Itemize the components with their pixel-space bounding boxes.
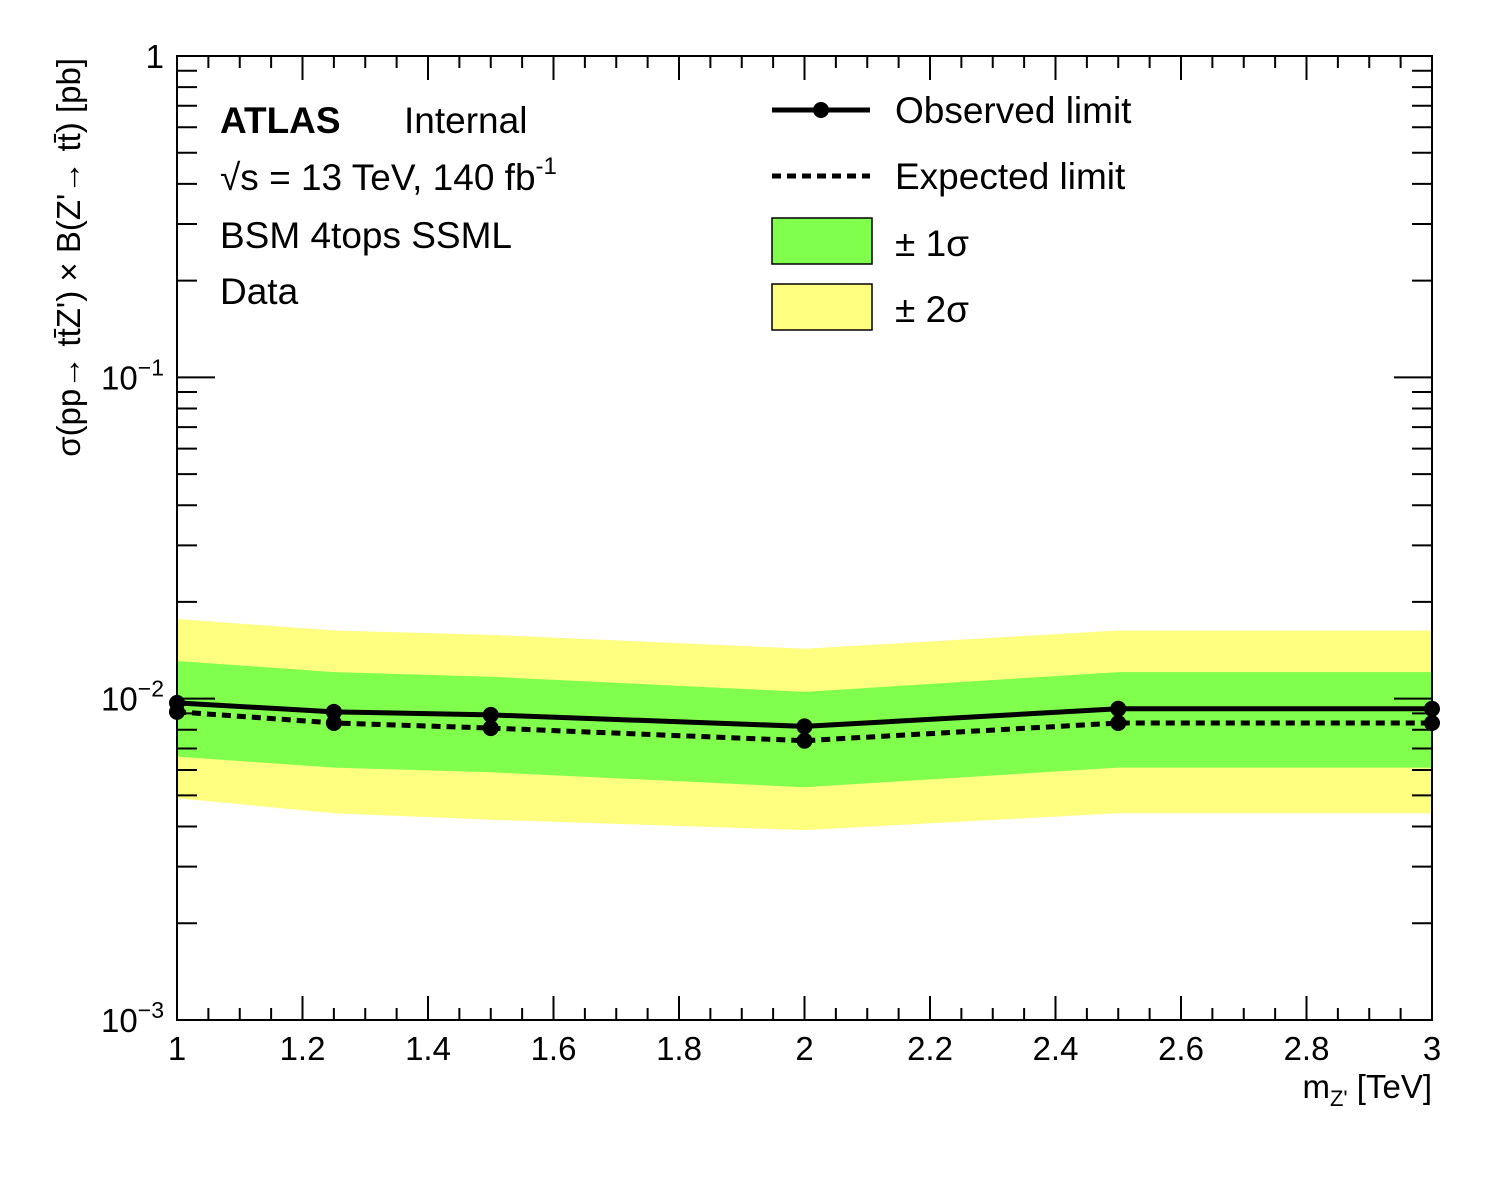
x-axis-label: mZ' [TeV]: [1302, 1068, 1432, 1111]
x-tick-label: 2.8: [1284, 1030, 1330, 1067]
observed-limit-point: [796, 718, 813, 735]
observed-limit-line: [176, 700, 1432, 729]
dataset-label: Data: [220, 271, 299, 312]
y-tick-label-exp: −3: [138, 997, 164, 1023]
expected-limit-line: [176, 709, 1432, 744]
legend-observed-label: Observed limit: [895, 90, 1132, 131]
x-tick-label: 1.2: [280, 1030, 326, 1067]
expected-limit-point: [325, 714, 342, 731]
legend-observed-marker: [813, 102, 829, 118]
expected-limit-point: [796, 732, 813, 749]
energy-label-text: √s = 13 TeV, 140 fb: [220, 157, 536, 198]
x-tick-label: 1.8: [656, 1030, 702, 1067]
expected-limit-point: [1110, 714, 1127, 731]
atlas-label: ATLAS: [220, 100, 341, 141]
x-tick-label: 1.6: [531, 1030, 577, 1067]
status-label: Internal: [404, 100, 527, 141]
y-tick-label-base: 1: [146, 38, 164, 75]
x-axis-label-unit: [TeV]: [1348, 1068, 1432, 1105]
x-tick-label: 2.6: [1158, 1030, 1204, 1067]
x-tick-label: 1: [168, 1030, 186, 1067]
legend-2sigma-swatch: [771, 283, 873, 331]
y-tick-label: 1: [146, 38, 164, 75]
y-tick-label-exp: −1: [138, 354, 164, 380]
x-tick-label: 2.4: [1033, 1030, 1079, 1067]
energy-label-exp: -1: [536, 153, 557, 180]
x-tick-label: 3: [1423, 1030, 1441, 1067]
observed-limit-point: [1110, 700, 1127, 717]
energy-label: √s = 13 TeV, 140 fb-1: [220, 153, 557, 198]
analysis-label: BSM 4tops SSML: [220, 215, 512, 256]
plot-frame: [176, 55, 1433, 1021]
y-tick-label-base: 10: [101, 681, 138, 718]
legend-expected-label: Expected limit: [895, 156, 1126, 197]
x-tick-label: 2: [795, 1030, 813, 1067]
legend: Observed limit Expected limit ± 1σ ± 2σ: [771, 90, 1132, 331]
observed-limit-point: [482, 706, 499, 723]
legend-1sigma-label: ± 1σ: [895, 223, 969, 264]
expected-limit-point: [482, 720, 499, 737]
legend-1sigma-swatch: [771, 217, 873, 265]
y-tick-label-base: 10: [101, 1002, 138, 1039]
y-tick-label: 10−2: [101, 676, 164, 718]
x-axis-label-sub: Z': [1330, 1086, 1348, 1111]
observed-limit-point: [325, 703, 342, 720]
x-tick-label: 1.4: [405, 1030, 451, 1067]
y-tick-label-base: 10: [101, 359, 138, 396]
x-axis-label-main: m: [1302, 1068, 1330, 1105]
legend-2sigma-label: ± 2σ: [895, 289, 969, 330]
y-tick-label-exp: −2: [138, 676, 164, 702]
y-axis-label: σ(pp→ tt̄Z') × B(Z'→ tt̄) [pb]: [50, 58, 87, 457]
x-tick-label: 2.2: [907, 1030, 953, 1067]
y-tick-label: 10−1: [101, 354, 164, 396]
y-tick-label: 10−3: [101, 997, 164, 1039]
